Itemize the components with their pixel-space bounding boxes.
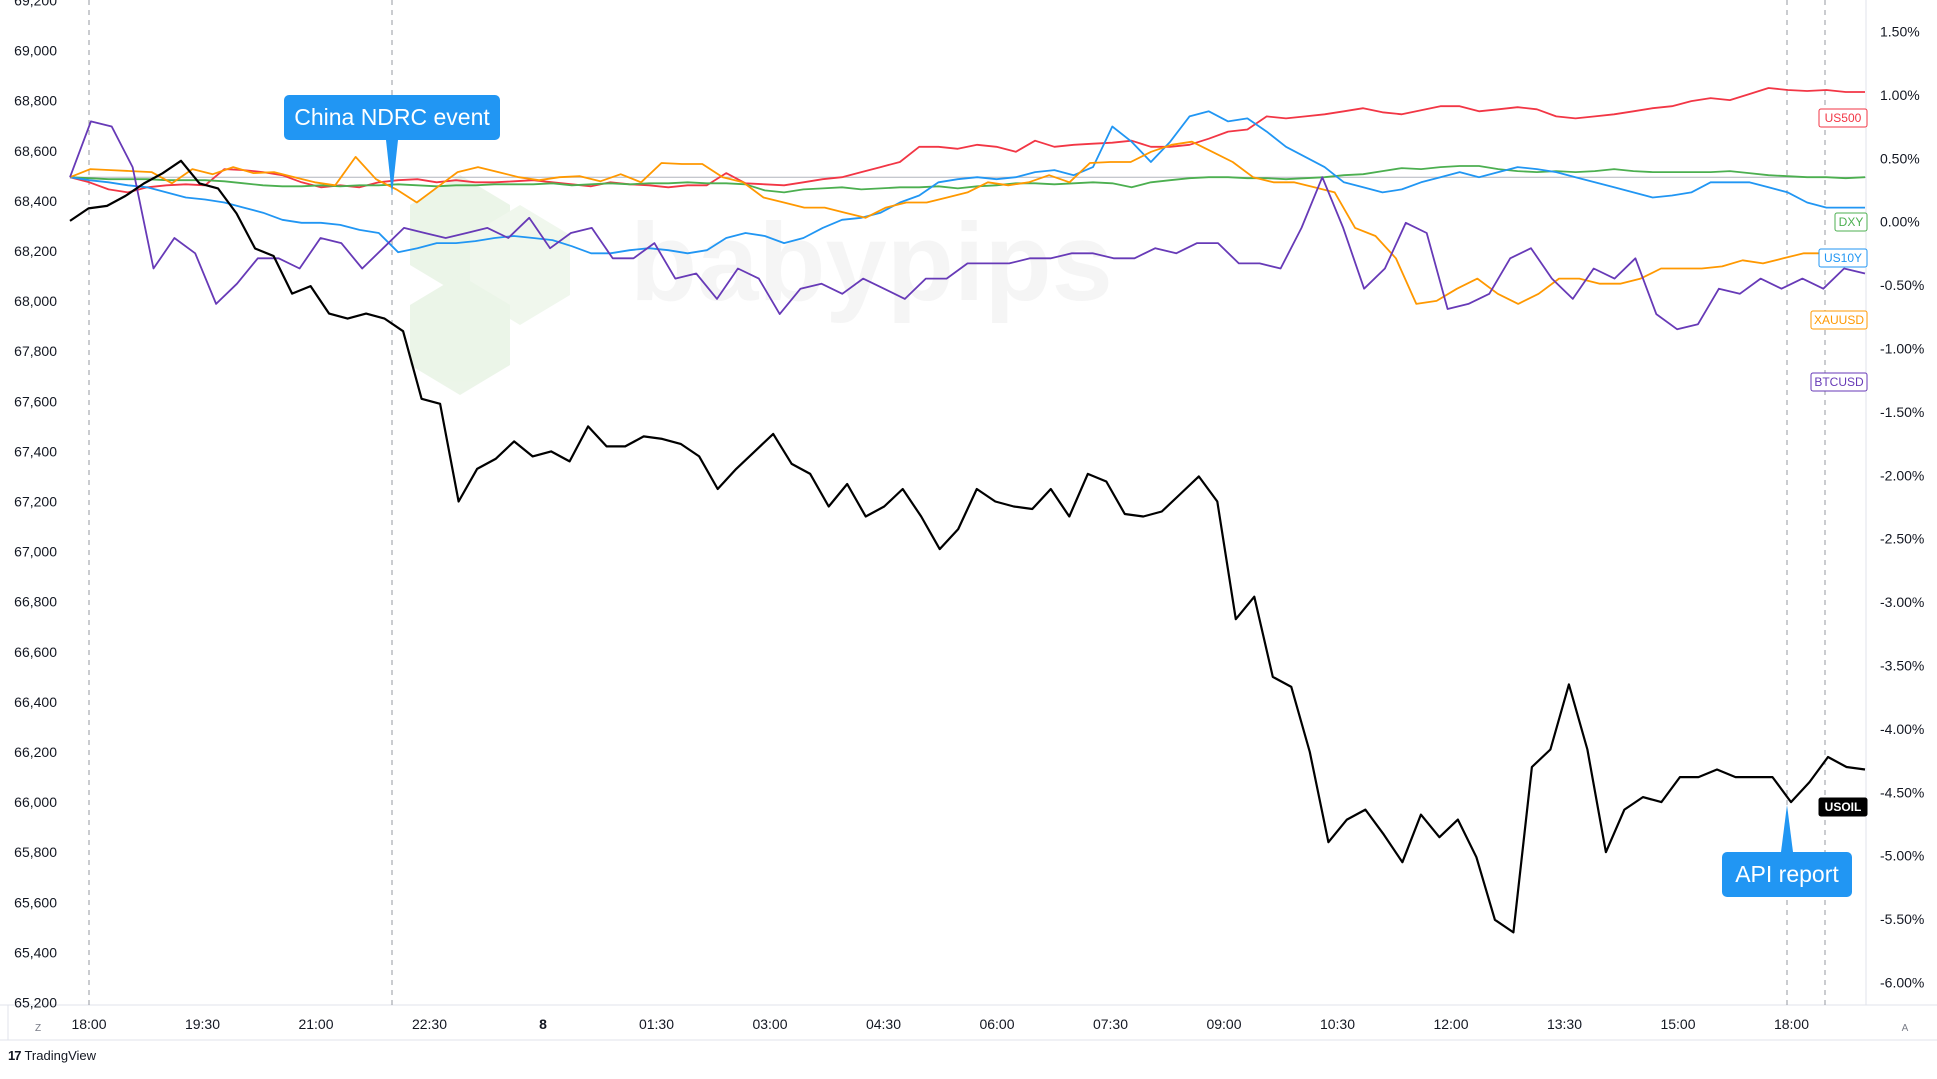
right-tick-label: -3.50%: [1880, 658, 1924, 674]
right-tick-label: 0.50%: [1880, 150, 1920, 166]
left-tick-label: 68,800: [14, 93, 57, 109]
left-tick-label: 67,200: [14, 494, 57, 510]
left-tick-label: 66,000: [14, 794, 57, 810]
left-tick-label: 65,400: [14, 944, 57, 960]
series-tag-label: XAUUSD: [1814, 313, 1864, 327]
left-tick-label: 67,400: [14, 443, 57, 459]
right-tick-label: -4.00%: [1880, 721, 1924, 737]
left-tick-label: 66,800: [14, 594, 57, 610]
time-tick-label: 01:30: [639, 1016, 674, 1032]
series-line-us10y: [69, 110, 1865, 255]
left-tick-label: 66,600: [14, 644, 57, 660]
watermark: babypips: [410, 175, 1113, 395]
time-tick-label: 18:00: [1774, 1016, 1809, 1032]
series-line-xauusd: [69, 140, 1865, 305]
left-tick-label: 65,600: [14, 894, 57, 910]
time-tick-label: 06:00: [979, 1016, 1014, 1032]
left-tick-label: 67,000: [14, 544, 57, 560]
right-tick-label: -0.50%: [1880, 277, 1924, 293]
series-lines: [69, 87, 1866, 934]
left-tick-label: 68,400: [14, 193, 57, 209]
time-tick-label: 07:30: [1093, 1016, 1128, 1032]
time-tick-label: 21:00: [298, 1016, 333, 1032]
time-tick-label: 03:00: [752, 1016, 787, 1032]
time-tick-label: 15:00: [1660, 1016, 1695, 1032]
left-tick-label: 68,600: [14, 143, 57, 159]
right-tick-label: -1.00%: [1880, 341, 1924, 357]
series-tag-xauusd[interactable]: XAUUSD: [1810, 310, 1868, 330]
series-tag-dxy[interactable]: DXY: [1834, 212, 1868, 232]
time-tick-label: 18:00: [71, 1016, 106, 1032]
corner-label-right[interactable]: A: [1902, 1023, 1909, 1034]
right-tick-label: -2.50%: [1880, 531, 1924, 547]
series-line-dxy: [69, 165, 1866, 194]
right-tick-label: -2.00%: [1880, 467, 1924, 483]
series-tag-us10y[interactable]: US10Y: [1818, 248, 1868, 268]
series-tag-label: US500: [1825, 111, 1862, 125]
time-tick-label: 22:30: [412, 1016, 447, 1032]
left-tick-label: 69,000: [14, 43, 57, 59]
watermark-text: babypips: [630, 201, 1113, 324]
right-tick-label: -4.50%: [1880, 784, 1924, 800]
series-tag-label: US10Y: [1824, 251, 1862, 265]
left-axis: 69,200 69,000 68,800 68,600 68,400 68,200 68,0…: [14, 0, 57, 1011]
series-tag-label: USOIL: [1825, 800, 1862, 814]
right-tick-label: -3.00%: [1880, 594, 1924, 610]
right-axis: 1.50% 1.00% 0.50% 0.00% -0.50% -1.00% -1.50% -2…: [1880, 24, 1924, 991]
right-tick-label: -6.00%: [1880, 975, 1924, 991]
tradingview-logo-icon[interactable]: 17: [8, 1048, 22, 1063]
series-tag-label: DXY: [1839, 215, 1864, 229]
corner-label-left[interactable]: Z: [35, 1023, 41, 1034]
time-tick-label: 8: [539, 1016, 547, 1032]
left-tick-label: 65,800: [14, 844, 57, 860]
right-tick-label: 1.00%: [1880, 87, 1920, 103]
time-tick-label: 19:30: [185, 1016, 220, 1032]
left-tick-label: 68,200: [14, 243, 57, 259]
left-tick-label: 69,200: [14, 0, 57, 9]
right-tick-label: -1.50%: [1880, 404, 1924, 420]
left-tick-label: 68,000: [14, 293, 57, 309]
left-tick-label: 67,600: [14, 393, 57, 409]
series-line-btcusd: [69, 120, 1866, 331]
annotation-label: API report: [1735, 861, 1839, 887]
series-tag-us500[interactable]: US500: [1818, 108, 1868, 128]
left-tick-label: 65,200: [14, 995, 57, 1011]
annotation-china-ndrc[interactable]: China NDRC event: [284, 95, 500, 195]
right-tick-label: -5.50%: [1880, 911, 1924, 927]
footer-brand[interactable]: TradingView: [24, 1048, 97, 1063]
time-tick-label: 13:30: [1547, 1016, 1582, 1032]
time-tick-label: 12:00: [1433, 1016, 1468, 1032]
time-axis: 18:00 19:30 21:00 22:30 8 01:30 03:00 04:30 06:0…: [71, 1016, 1809, 1032]
right-tick-label: -5.00%: [1880, 848, 1924, 864]
time-tick-label: 09:00: [1206, 1016, 1241, 1032]
series-tag-label: BTCUSD: [1814, 375, 1864, 389]
series-tag-usoil[interactable]: USOIL: [1818, 797, 1868, 817]
right-tick-label: 0.00%: [1880, 214, 1920, 230]
series-tags: US500 DXY US10Y XAUUSD BTCUSD USOIL: [1810, 108, 1868, 817]
time-tick-label: 04:30: [866, 1016, 901, 1032]
left-tick-label: 66,400: [14, 694, 57, 710]
annotation-label: China NDRC event: [294, 104, 490, 130]
footer: 17 TradingView: [8, 1048, 96, 1063]
right-tick-label: 1.50%: [1880, 24, 1920, 40]
left-tick-label: 66,200: [14, 744, 57, 760]
time-tick-label: 10:30: [1320, 1016, 1355, 1032]
series-tag-btcusd[interactable]: BTCUSD: [1810, 372, 1868, 392]
left-tick-label: 67,800: [14, 343, 57, 359]
annotation-api-report[interactable]: API report: [1722, 805, 1852, 897]
series-line-usoil: [69, 159, 1866, 934]
